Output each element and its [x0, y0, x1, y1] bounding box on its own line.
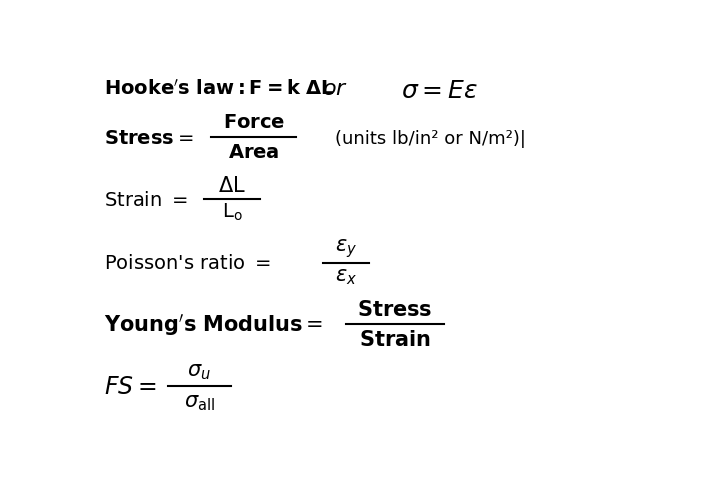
Text: $\mathbf{Stress} =$: $\mathbf{Stress} =$: [104, 129, 194, 148]
Text: Strain $=$: Strain $=$: [104, 191, 188, 210]
Text: $\mathbf{Strain}$: $\mathbf{Strain}$: [359, 330, 431, 350]
Text: $\mathbf{Area}$: $\mathbf{Area}$: [228, 143, 279, 162]
Text: $\mathbf{Young's\ Modulus} =$: $\mathbf{Young's\ Modulus} =$: [104, 312, 323, 338]
Text: (units lb/in² or N/m²)|: (units lb/in² or N/m²)|: [336, 130, 526, 148]
Text: $\sigma_{\mathrm{all}}$: $\sigma_{\mathrm{all}}$: [184, 393, 215, 413]
Text: $\Delta\mathrm{L}$: $\Delta\mathrm{L}$: [218, 176, 246, 196]
Text: $\mathbf{Force}$: $\mathbf{Force}$: [223, 113, 285, 132]
Text: $\mathit{or}$: $\mathit{or}$: [322, 79, 347, 99]
Text: $\mathbf{Stress}$: $\mathbf{Stress}$: [357, 299, 433, 320]
Text: $\sigma_u$: $\sigma_u$: [187, 362, 211, 382]
Text: $\bf{Hooke's\ law}$$\bf{: F = k\ \Delta L}$: $\bf{Hooke's\ law}$$\bf{: F = k\ \Delta …: [104, 79, 335, 99]
Text: $\varepsilon_x$: $\varepsilon_x$: [335, 267, 357, 287]
Text: $\sigma = E\epsilon$: $\sigma = E\epsilon$: [401, 79, 477, 103]
Text: $\mathrm{L_o}$: $\mathrm{L_o}$: [222, 202, 242, 224]
Text: $\varepsilon_y$: $\varepsilon_y$: [335, 238, 357, 260]
Text: $\mathit{FS} =$: $\mathit{FS} =$: [104, 375, 157, 399]
Text: Poisson's ratio $=$: Poisson's ratio $=$: [104, 254, 271, 273]
